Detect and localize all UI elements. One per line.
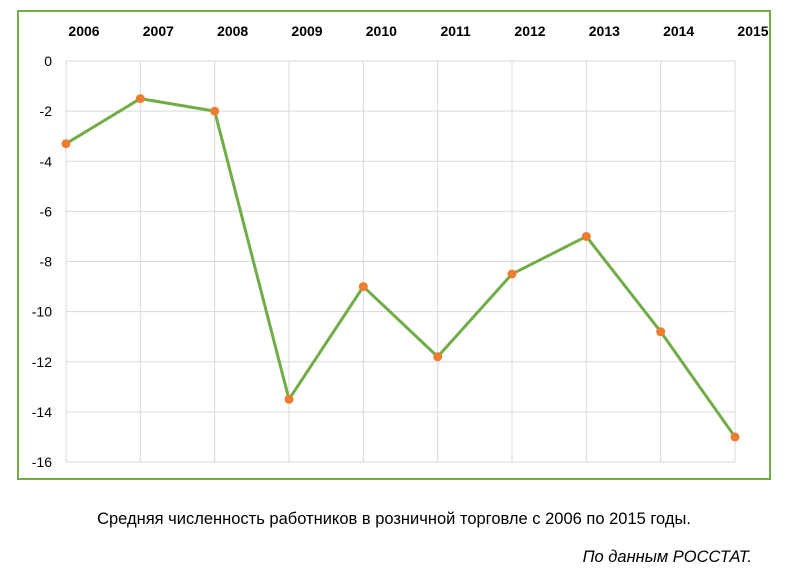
x-tick-label: 2014 bbox=[663, 23, 694, 39]
line-chart: 0 -2 -4 -6 -8 -10 -12 -14 -16 2006 2007 2008 2009 201… bbox=[32, 23, 769, 470]
y-tick-label: -8 bbox=[40, 254, 53, 270]
y-tick-label: -4 bbox=[40, 153, 53, 169]
y-tick-label: -16 bbox=[32, 454, 52, 470]
data-point bbox=[433, 352, 443, 362]
data-point bbox=[61, 139, 71, 149]
x-tick-label: 2007 bbox=[143, 23, 174, 39]
y-tick-label: -6 bbox=[40, 203, 53, 219]
x-tick-label: 2010 bbox=[366, 23, 397, 39]
x-tick-label: 2011 bbox=[440, 23, 471, 39]
series-line bbox=[65, 97, 737, 438]
y-tick-label: 0 bbox=[44, 53, 52, 69]
data-point bbox=[507, 269, 517, 279]
chart-caption: Средняя численность работников в розничн… bbox=[97, 510, 691, 528]
y-tick-label: -10 bbox=[32, 304, 52, 320]
data-point bbox=[358, 282, 368, 292]
y-tick-label: -12 bbox=[32, 354, 52, 370]
source-note: По данным РОССТАТ. bbox=[582, 548, 752, 566]
x-tick-label: 2015 bbox=[737, 23, 768, 39]
x-tick-label: 2012 bbox=[514, 23, 545, 39]
x-tick-label: 2006 bbox=[68, 23, 99, 39]
data-point bbox=[730, 432, 740, 442]
data-point bbox=[210, 106, 220, 116]
chart-frame bbox=[17, 10, 771, 480]
y-tick-label: -14 bbox=[32, 404, 52, 420]
data-point bbox=[656, 327, 666, 337]
data-point bbox=[581, 231, 591, 241]
data-point bbox=[284, 394, 294, 404]
x-tick-label: 2009 bbox=[291, 23, 322, 39]
x-tick-label: 2008 bbox=[217, 23, 248, 39]
x-tick-label: 2013 bbox=[589, 23, 620, 39]
data-point bbox=[135, 94, 145, 104]
y-tick-label: -2 bbox=[40, 103, 53, 119]
